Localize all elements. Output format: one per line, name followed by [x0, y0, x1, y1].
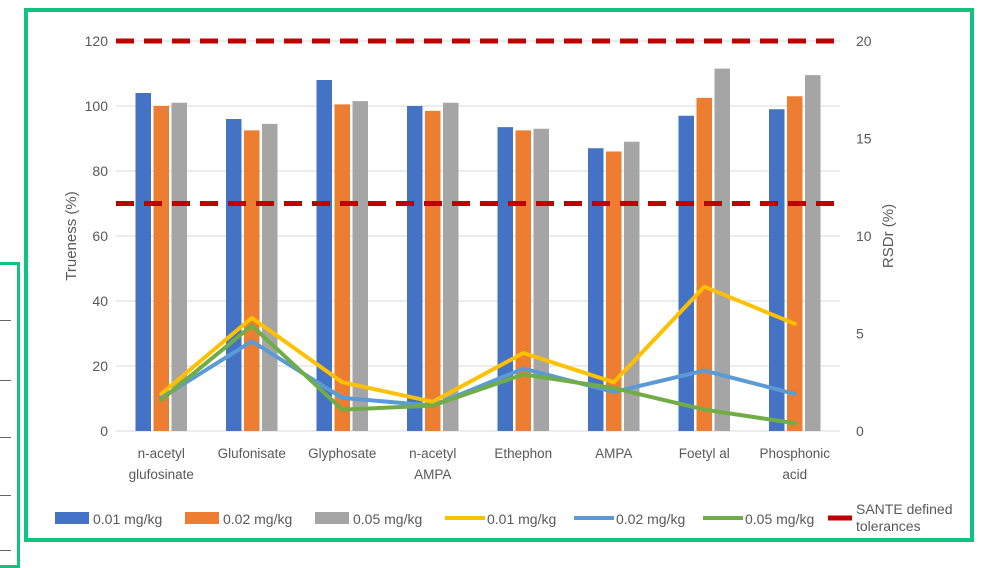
x-tick-label: Foetyl al	[679, 446, 730, 461]
legend-swatch	[315, 512, 349, 524]
bar	[407, 106, 423, 431]
bar	[769, 109, 785, 431]
y2-axis-title: RSDr (%)	[880, 204, 897, 268]
legend-label: 0.05 mg/kg	[353, 511, 422, 527]
background-rule	[0, 550, 11, 551]
bar	[533, 128, 549, 431]
bar	[678, 115, 694, 431]
bar	[606, 151, 622, 431]
bar	[588, 148, 604, 431]
y-axis-title: Trueness (%)	[63, 191, 80, 280]
legend-label: 0.02 mg/kg	[223, 511, 292, 527]
bar	[352, 101, 368, 431]
y2-tick-label: 10	[856, 228, 872, 244]
y-tick-label: 20	[92, 358, 108, 374]
bar	[515, 130, 531, 431]
legend-label: tolerances	[856, 518, 921, 534]
bar	[226, 119, 242, 431]
legend-label: SANTE defined	[856, 501, 953, 517]
x-tick-label: Glufonisate	[218, 446, 286, 461]
bar	[244, 130, 260, 431]
bar	[696, 97, 712, 431]
x-tick-label: AMPA	[414, 467, 451, 482]
legend-swatch	[55, 512, 89, 524]
bar	[787, 96, 803, 431]
bar	[153, 106, 169, 431]
x-tick-label: n-acetyl	[409, 446, 456, 461]
rsd-line	[159, 339, 797, 408]
y-tick-label: 0	[100, 423, 108, 439]
bar	[443, 102, 459, 431]
background-rule	[0, 380, 11, 381]
x-tick-label: acid	[782, 467, 807, 482]
y-tick-label: 60	[92, 228, 108, 244]
x-tick-label: Ethephon	[494, 446, 552, 461]
y-tick-label: 120	[85, 33, 109, 49]
bar	[171, 102, 187, 431]
legend-label: 0.05 mg/kg	[745, 511, 814, 527]
legend-label: 0.01 mg/kg	[487, 511, 556, 527]
background-rule	[0, 320, 11, 321]
x-tick-label: glufosinate	[129, 467, 194, 482]
y-tick-label: 100	[85, 98, 109, 114]
x-tick-label: AMPA	[595, 446, 632, 461]
y-tick-label: 80	[92, 163, 108, 179]
bar	[334, 104, 350, 431]
bar	[497, 127, 513, 431]
background-rule	[0, 495, 11, 496]
y2-tick-label: 5	[856, 326, 864, 342]
x-tick-label: Glyphosate	[308, 446, 376, 461]
bar	[316, 80, 332, 431]
bar	[805, 75, 821, 431]
chart-svg: 0 20 40 60 80 100 120 0 5 10 15 20 Trueness (%) RSDr …	[55, 33, 953, 534]
bar	[262, 123, 278, 431]
y-tick-label: 40	[92, 293, 108, 309]
y2-tick-label: 0	[856, 423, 864, 439]
bar	[135, 93, 151, 431]
x-tick-label: n-acetyl	[138, 446, 185, 461]
bar	[714, 68, 730, 431]
y2-tick-label: 15	[856, 131, 872, 147]
legend-label: 0.01 mg/kg	[93, 511, 162, 527]
bar	[425, 110, 441, 431]
x-tick-label: Phosphonic	[759, 446, 830, 461]
y2-tick-label: 20	[856, 33, 872, 49]
background-rule	[0, 437, 11, 438]
rsd-line	[159, 284, 797, 404]
rsd-line	[159, 323, 797, 426]
legend-label: 0.02 mg/kg	[616, 511, 685, 527]
legend-swatch	[185, 512, 219, 524]
